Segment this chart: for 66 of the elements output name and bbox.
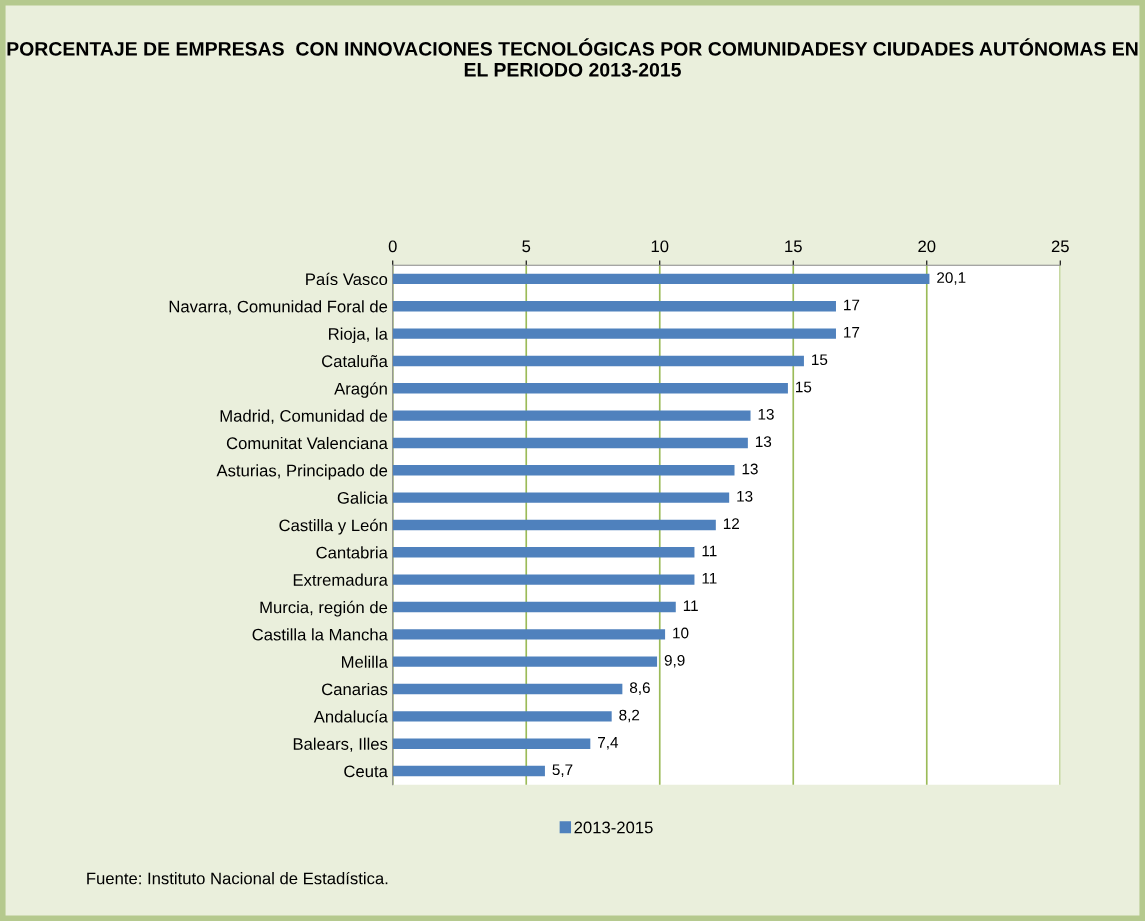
y-tick-label: Canarias [322,682,388,696]
data-label: 13 [737,490,753,502]
bar [392,765,545,777]
data-label: 11 [702,545,717,557]
bar [392,465,735,476]
data-label: 15 [796,381,812,393]
data-label: 20,1 [937,272,966,285]
bar [392,711,612,722]
bar [392,328,836,339]
y-tick-label: Aragón [334,382,387,398]
bar [392,437,748,449]
data-label: 8,6 [629,682,650,695]
data-label: 13 [755,436,772,448]
bar [392,601,676,613]
x-tick-label: 10 [651,240,669,253]
y-tick-label: Navarra, Comunidad Foral de [169,300,388,315]
data-label: 11 [702,573,717,584]
bar [392,383,788,394]
data-label: 13 [742,463,758,475]
bar [392,574,695,585]
data-label: 17 [844,299,860,311]
data-label: 12 [723,518,739,529]
x-tick-label: 0 [388,240,397,253]
data-label: 17 [844,327,860,338]
y-tick-label: Melilla [342,655,388,668]
bar [392,629,666,640]
chart-title: PORCENTAJE DE EMPRESAS CON INNOVACIONES TECNOLÓGICAS POR COMUNIDADESY CIUDADES AUTÓNOMAS EN EL PERIODO 2013-2015 [7,38,1138,77]
x-tick-label: 15 [785,240,802,253]
y-tick-label: Ceuta [344,765,388,778]
legend-label: 2013-2015 [574,821,653,834]
x-tick-label: 20 [918,240,936,253]
y-tick-label: País Vasco [306,272,388,286]
data-label: 10 [673,627,689,639]
y-tick-label: Castilla la Mancha [252,628,388,641]
y-tick-label: Andalucía [313,710,388,723]
data-label: 13 [758,408,774,420]
bar [392,410,751,421]
y-tick-label: Balears, Illes [293,737,388,752]
y-tick-label: Rioja, la [329,327,388,344]
data-label: 5,7 [552,764,573,777]
bar [392,355,804,367]
bar [392,273,930,285]
bar [392,656,658,667]
source-note: Fuente: Instituto Nacional de Estadística. [87,871,388,885]
bar [392,301,836,312]
y-tick-label: Galicia [337,491,388,504]
bar [392,492,730,503]
bar [392,547,695,558]
bar [392,738,591,749]
y-tick-label: Extremadura [293,573,388,586]
data-label: 15 [812,354,828,366]
y-tick-label: Cantabria [316,546,388,559]
y-tick-label: Castilla y León [279,518,387,535]
x-tick-label: 5 [522,240,531,253]
y-tick-label: Comunitat Valenciana [226,436,388,450]
data-label: 7,4 [598,737,619,750]
bar [392,519,716,531]
y-tick-label: Madrid, Comunidad de [220,409,388,424]
data-label: 11 [683,600,698,611]
y-tick-label: Asturias, Principado de [216,464,388,480]
y-tick-label: Cataluña [322,354,388,368]
x-tick-label: 25 [1051,240,1069,253]
bar [392,683,623,695]
data-label: 8,2 [619,709,640,723]
data-label: 9,9 [664,654,685,668]
y-tick-label: Murcia, región de [260,600,388,617]
